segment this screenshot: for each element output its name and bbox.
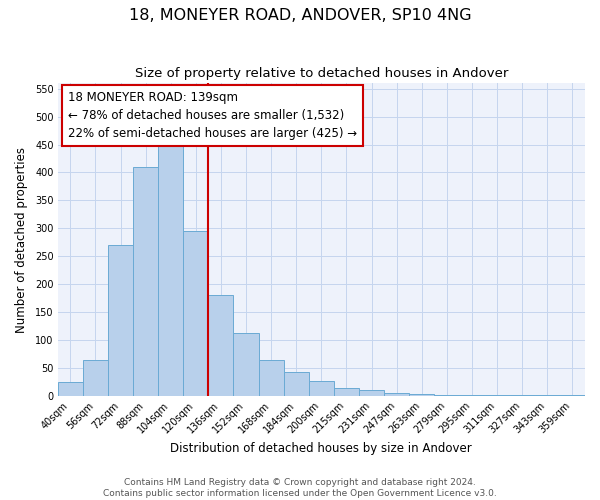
X-axis label: Distribution of detached houses by size in Andover: Distribution of detached houses by size … bbox=[170, 442, 472, 455]
Bar bbox=[133, 167, 158, 396]
Bar bbox=[359, 390, 384, 396]
Bar bbox=[434, 395, 460, 396]
Bar bbox=[208, 296, 233, 396]
Bar bbox=[83, 360, 108, 396]
Text: 18, MONEYER ROAD, ANDOVER, SP10 4NG: 18, MONEYER ROAD, ANDOVER, SP10 4NG bbox=[128, 8, 472, 22]
Title: Size of property relative to detached houses in Andover: Size of property relative to detached ho… bbox=[134, 68, 508, 80]
Bar bbox=[334, 388, 359, 396]
Bar bbox=[259, 360, 284, 396]
Bar bbox=[58, 382, 83, 396]
Bar bbox=[384, 393, 409, 396]
Bar bbox=[183, 231, 208, 396]
Y-axis label: Number of detached properties: Number of detached properties bbox=[15, 146, 28, 332]
Bar bbox=[284, 372, 309, 396]
Bar bbox=[108, 245, 133, 396]
Bar bbox=[158, 142, 183, 396]
Text: 18 MONEYER ROAD: 139sqm
← 78% of detached houses are smaller (1,532)
22% of semi: 18 MONEYER ROAD: 139sqm ← 78% of detache… bbox=[68, 91, 358, 140]
Bar bbox=[233, 333, 259, 396]
Bar bbox=[309, 381, 334, 396]
Text: Contains HM Land Registry data © Crown copyright and database right 2024.
Contai: Contains HM Land Registry data © Crown c… bbox=[103, 478, 497, 498]
Bar bbox=[409, 394, 434, 396]
